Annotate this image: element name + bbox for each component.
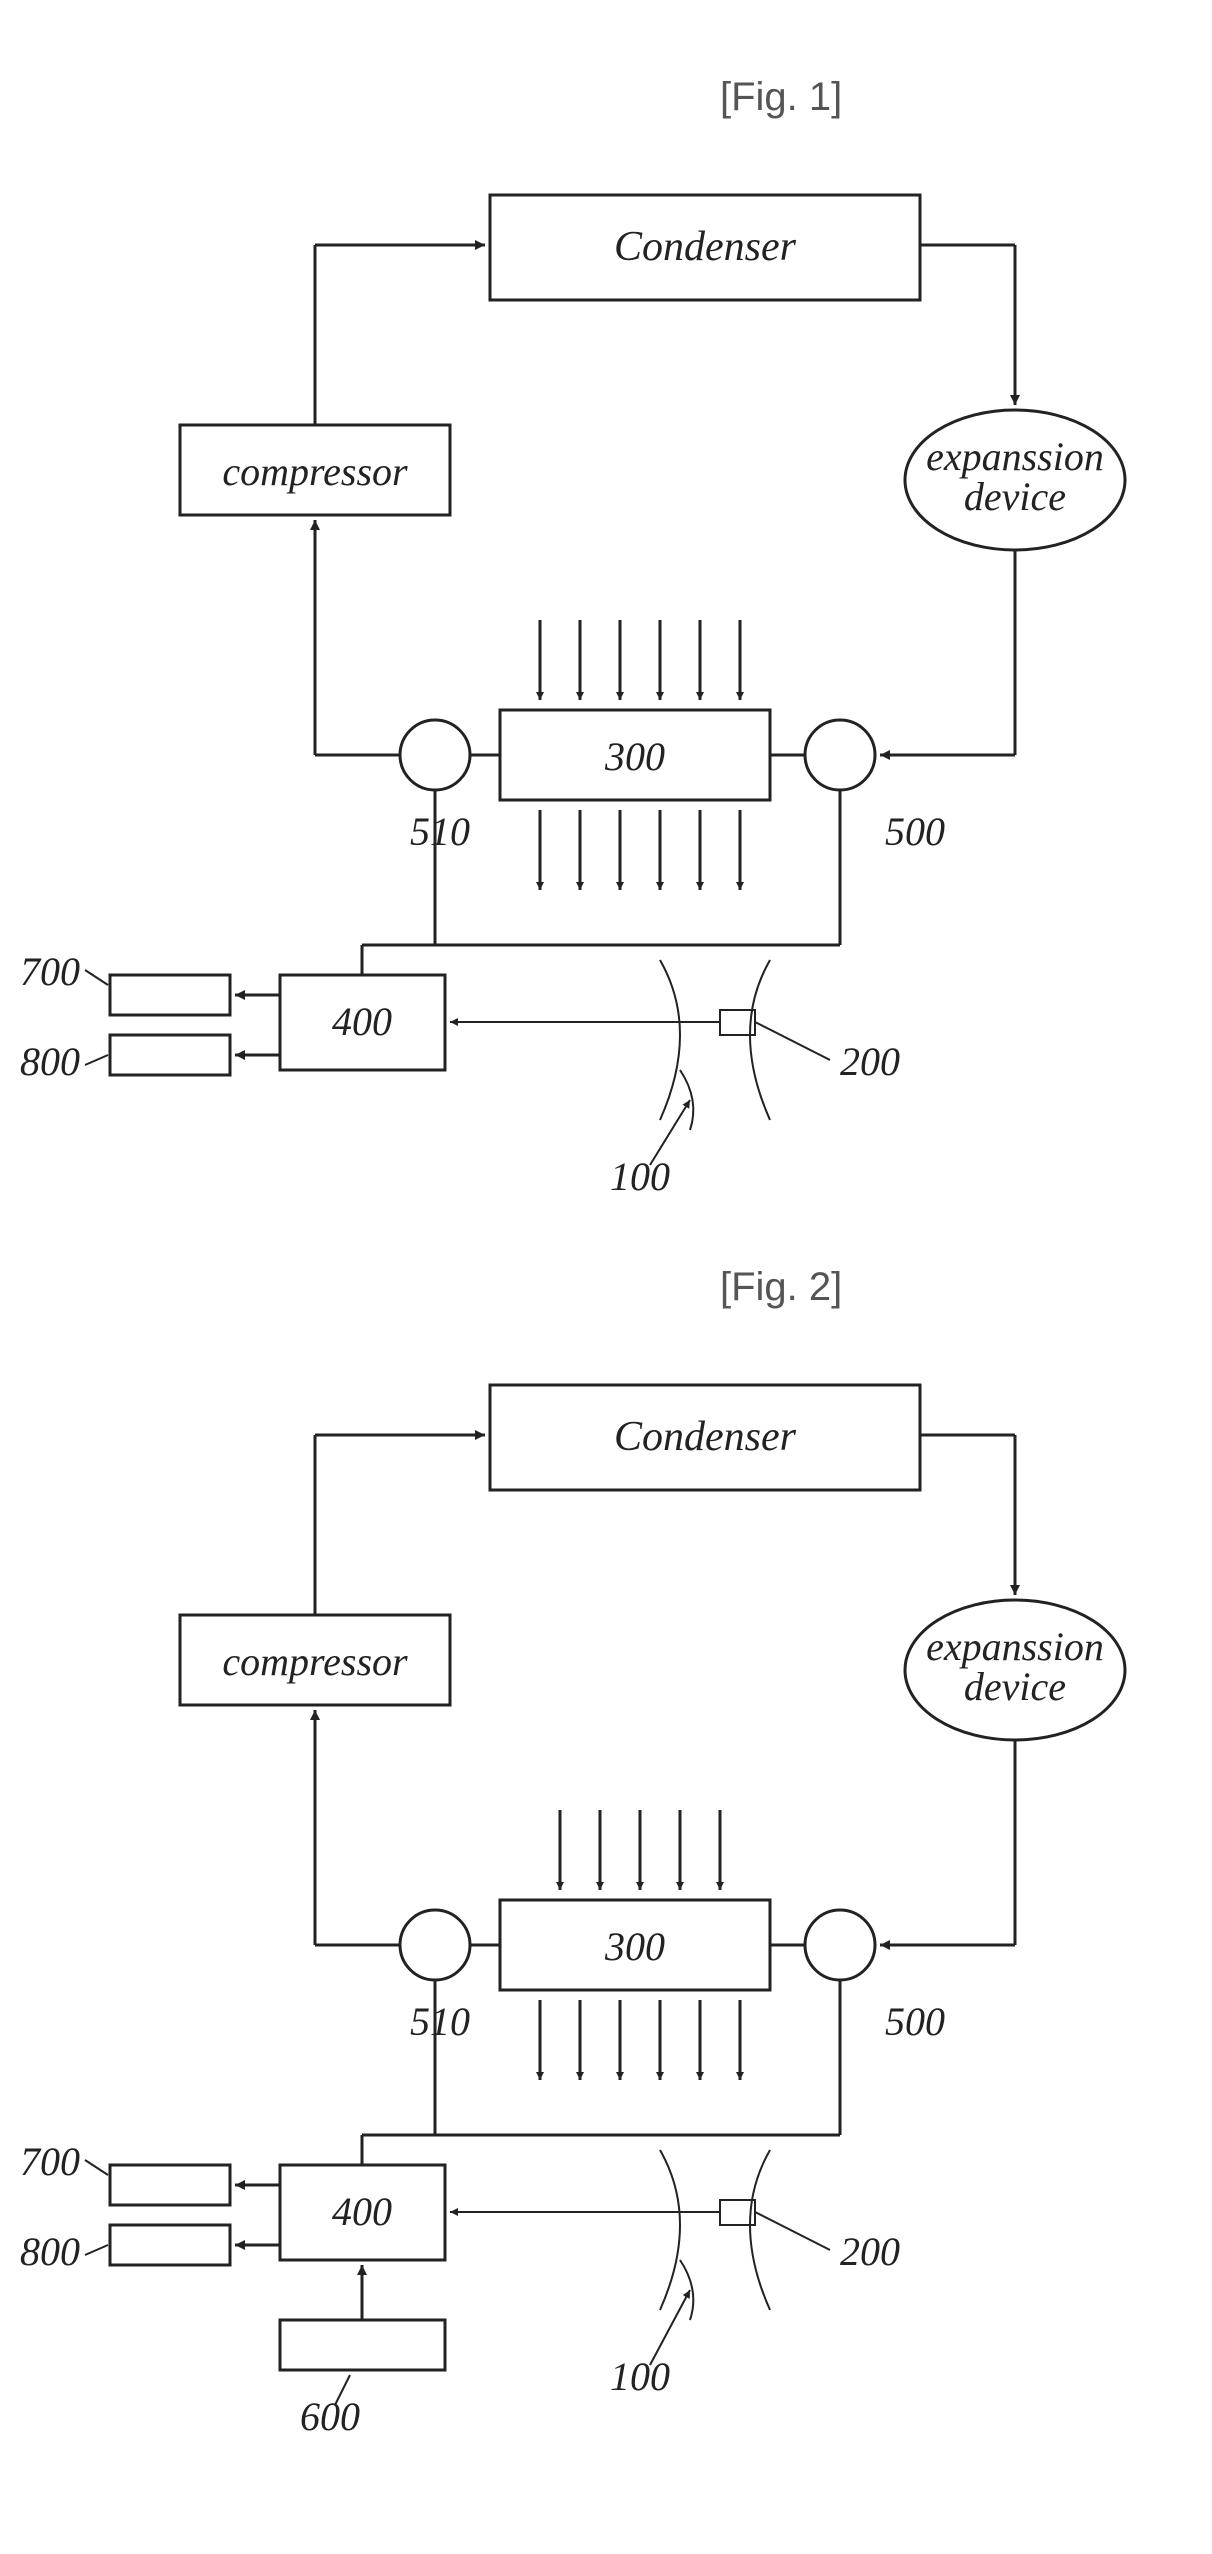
- label-700: 700: [20, 949, 80, 994]
- box-600: [280, 2320, 445, 2370]
- circle-510: [400, 720, 470, 790]
- arrows-out-300: [540, 810, 740, 890]
- body-curve-left: [660, 960, 680, 1120]
- circle-500: [805, 720, 875, 790]
- label-700-2: 700: [20, 2139, 80, 2184]
- arrows-in-300: [540, 620, 740, 700]
- figure-2: [Fig. 2] Condenser compressor expanssion…: [20, 1265, 1125, 2439]
- leader-200-2: [755, 2212, 830, 2250]
- label-100: 100: [610, 1154, 670, 1199]
- expansion-label-1-2: expanssion: [926, 1624, 1104, 1669]
- label-400-2: 400: [332, 2189, 392, 2234]
- condenser-label: Condenser: [614, 224, 797, 270]
- label-300: 300: [604, 734, 665, 779]
- figure-1: [Fig. 1] Condenser compressor expanssion…: [20, 75, 1125, 1199]
- leader-800: [85, 1055, 108, 1065]
- expansion-label-1: expanssion: [926, 434, 1104, 479]
- leader-100: [650, 1100, 690, 1165]
- box-700-2: [110, 2165, 230, 2205]
- label-800: 800: [20, 1039, 80, 1084]
- box-800-2: [110, 2225, 230, 2265]
- fig2-title: [Fig. 2]: [720, 1265, 842, 1309]
- compressor-label-2: compressor: [222, 1639, 408, 1684]
- diagram-svg: [Fig. 1] Condenser compressor expanssion…: [0, 0, 1212, 2554]
- label-400: 400: [332, 999, 392, 1044]
- leader-200: [755, 1022, 830, 1060]
- circle-510-2: [400, 1910, 470, 1980]
- leader-700: [85, 970, 108, 985]
- label-800-2: 800: [20, 2229, 80, 2274]
- label-500: 500: [885, 809, 945, 854]
- leader-100-2: [650, 2290, 690, 2365]
- body-curve-right-2: [750, 2150, 770, 2310]
- expansion-label-2: device: [964, 474, 1066, 519]
- arrows-out-300-2: [540, 2000, 740, 2080]
- label-510: 510: [410, 809, 470, 854]
- page: [Fig. 1] Condenser compressor expanssion…: [0, 0, 1212, 2554]
- body-curve-left-2: [660, 2150, 680, 2310]
- body-curve-inner: [680, 1070, 693, 1130]
- circle-500-2: [805, 1910, 875, 1980]
- fig1-title: [Fig. 1]: [720, 75, 842, 119]
- expansion-label-2-2: device: [964, 1664, 1066, 1709]
- label-200-2: 200: [840, 2229, 900, 2274]
- box-700: [110, 975, 230, 1015]
- condenser-label-2: Condenser: [614, 1414, 797, 1460]
- compressor-label: compressor: [222, 449, 408, 494]
- label-510-2: 510: [410, 1999, 470, 2044]
- box-800: [110, 1035, 230, 1075]
- label-500-2: 500: [885, 1999, 945, 2044]
- label-100-2: 100: [610, 2354, 670, 2399]
- body-curve-right: [750, 960, 770, 1120]
- arrows-in-300-2: [560, 1810, 720, 1890]
- label-200: 200: [840, 1039, 900, 1084]
- body-curve-inner-2: [680, 2260, 693, 2320]
- label-300-2: 300: [604, 1924, 665, 1969]
- label-600: 600: [300, 2394, 360, 2439]
